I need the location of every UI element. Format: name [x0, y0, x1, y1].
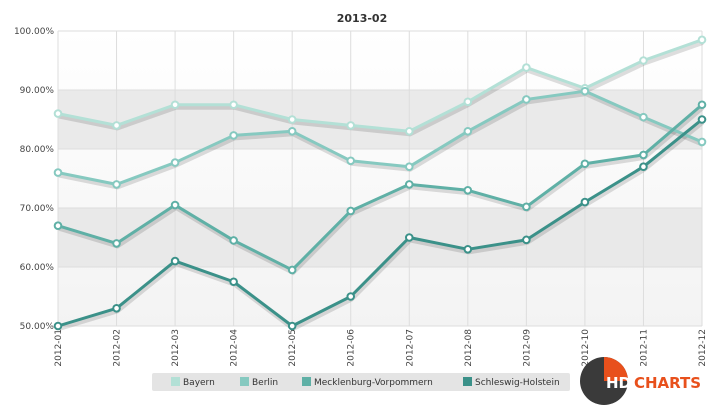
data-point [522, 95, 531, 104]
series-shadow [58, 40, 704, 137]
x-tick-label: 2012-07 [405, 329, 415, 367]
data-point [170, 256, 180, 266]
x-axis-ticks: 2012-01 2012-02 2012-03 2012-04 2012-05 2012-… [54, 329, 708, 367]
data-point [404, 180, 414, 189]
data-point [404, 127, 414, 136]
series-line [57, 103, 703, 272]
series-line [57, 118, 703, 328]
logo-slice [604, 357, 628, 381]
data-point [346, 121, 356, 130]
data-point [463, 127, 473, 136]
data-point [346, 156, 356, 166]
x-tick-label: 2012-01 [54, 329, 64, 367]
data-point [522, 63, 531, 72]
x-tick-label: 2012-02 [113, 329, 123, 367]
data-point [404, 162, 414, 171]
series-line [57, 89, 703, 186]
data-point [229, 277, 238, 287]
data-point [346, 292, 356, 301]
data-point [639, 162, 648, 171]
legend-label: Berlin [252, 378, 278, 388]
legend-swatch [171, 377, 180, 386]
logo-suffix: CHARTS [634, 374, 701, 392]
data-point [170, 200, 180, 210]
data-point [170, 100, 180, 110]
data-point [697, 137, 707, 147]
data-point [639, 112, 648, 122]
data-point [287, 115, 297, 124]
data-point [463, 245, 473, 254]
plot-band [58, 208, 702, 267]
y-tick-label: 60.00% [20, 263, 55, 273]
series-shadow [58, 106, 705, 276]
data-point [53, 321, 63, 331]
data-point [53, 168, 63, 177]
data-point [287, 321, 297, 331]
legend: Bayern Berlin Mecklenburg-Vorpommern Schles… [152, 373, 570, 391]
data-point [404, 233, 414, 242]
x-tick-label: 2012-11 [639, 329, 649, 367]
y-axis-ticks: 50.00% 60.00% 70.00% 80.00% 90.00% 100.00% [14, 27, 54, 332]
legend-swatch [302, 377, 311, 386]
data-point [522, 202, 531, 212]
hdcharts-logo: HD CHARTS [580, 357, 701, 405]
data-point [229, 236, 238, 245]
data-point [112, 239, 121, 248]
y-tick-label: 70.00% [20, 204, 55, 214]
series-points [53, 35, 707, 331]
data-point [53, 221, 63, 230]
series-shadow [58, 92, 704, 190]
data-point [580, 197, 590, 207]
data-point [112, 304, 121, 313]
data-point [229, 131, 238, 140]
legend-swatch [463, 377, 472, 386]
legend-label: Bayern [183, 378, 215, 388]
y-tick-label: 80.00% [20, 145, 55, 155]
data-point [639, 56, 648, 65]
x-tick-label: 2012-10 [581, 329, 591, 367]
data-point [697, 35, 707, 45]
data-point [697, 115, 707, 124]
plot-background [58, 31, 702, 326]
logo-prefix: HD [606, 374, 631, 392]
data-point [346, 206, 356, 216]
data-point [697, 100, 707, 110]
plot-band [58, 90, 702, 149]
legend-label: Schleswig-Holstein [475, 378, 560, 388]
data-point [639, 150, 648, 160]
data-point [522, 235, 531, 245]
data-point [463, 97, 473, 107]
series-shadows [58, 40, 705, 332]
data-point [287, 127, 297, 136]
x-tick-label: 2012-09 [522, 329, 532, 367]
data-point [53, 109, 63, 118]
y-tick-label: 50.00% [20, 322, 55, 332]
data-point [580, 159, 590, 169]
x-tick-label: 2012-03 [171, 329, 181, 367]
data-point [287, 265, 297, 275]
data-point [580, 86, 590, 96]
x-tick-label: 2012-06 [347, 329, 357, 367]
x-tick-label: 2012-05 [288, 329, 298, 367]
x-tick-label: 2012-04 [230, 329, 240, 367]
chart-title: 2013-02 [337, 12, 388, 25]
plot-area [58, 31, 702, 326]
data-point [112, 121, 121, 130]
legend-label: Mecklenburg-Vorpommern [314, 378, 433, 388]
y-tick-label: 100.00% [14, 27, 54, 37]
series-shadow [58, 120, 705, 332]
series-line [57, 38, 703, 133]
data-point [229, 100, 238, 110]
data-point [112, 180, 121, 189]
x-tick-label: 2012-12 [698, 329, 708, 367]
x-tick-label: 2012-08 [464, 329, 474, 367]
y-tick-label: 90.00% [20, 86, 55, 96]
data-point [170, 158, 180, 167]
data-point [463, 186, 473, 195]
legend-swatch [240, 377, 249, 386]
series-lines [57, 38, 703, 328]
